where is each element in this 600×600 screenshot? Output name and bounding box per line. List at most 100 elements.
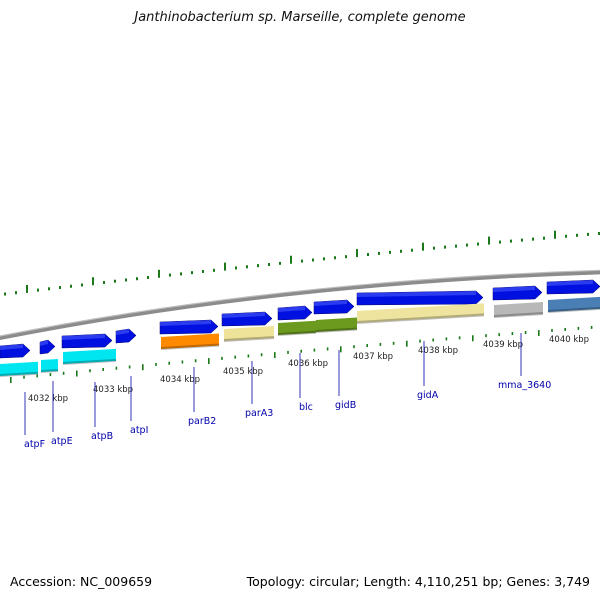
cds-block — [41, 358, 58, 372]
gc-tick — [92, 277, 94, 286]
gc-tick — [235, 266, 237, 270]
scale-minor-tick — [181, 360, 184, 364]
cds-block-shadow — [316, 327, 357, 333]
gc-tick — [576, 233, 578, 237]
scale-tick-label: 4040 kbp — [549, 335, 589, 345]
scale-minor-tick — [432, 338, 434, 342]
gc-tick — [587, 232, 589, 236]
scale-minor-tick — [247, 354, 250, 358]
scale-tick-label: 4033 kbp — [93, 385, 133, 395]
scale-tick-label: 4032 kbp — [28, 394, 68, 404]
cds-block — [224, 326, 274, 341]
map-title: Janthinobacterium sp. Marseille, complet… — [134, 10, 466, 25]
gc-tick — [48, 287, 50, 291]
scale-minor-tick — [300, 349, 302, 353]
gene-label: atpF — [24, 439, 45, 450]
gc-tick — [147, 276, 149, 280]
scale-minor-tick — [538, 329, 540, 336]
forward-strand-genes — [0, 279, 600, 359]
gc-tick — [554, 230, 556, 239]
gc-tick — [378, 251, 380, 255]
gene-label: atpB — [91, 431, 113, 442]
gc-tick — [257, 264, 259, 268]
forward-gene-shine — [40, 340, 48, 346]
gc-tick — [510, 239, 512, 243]
gc-tick — [334, 256, 336, 260]
scale-minor-tick — [485, 334, 487, 338]
scale-minor-tick — [115, 366, 118, 370]
gene-labels: atpF atpE atpB atpI parB2 parA3 blc gidB gidA mma… — [24, 333, 551, 450]
cds-block-shadow — [357, 313, 484, 324]
scale-minor-tick — [274, 352, 276, 359]
gc-tick — [268, 262, 270, 266]
scale-minor-tick — [62, 371, 65, 375]
scale-minor-tick — [234, 355, 236, 359]
cds-block-shadow — [63, 358, 116, 365]
scale-minor-tick — [511, 332, 514, 336]
forward-gene-shine — [278, 306, 305, 312]
cds-block-shadow — [278, 330, 316, 336]
gc-tick — [598, 231, 600, 235]
genome-backbone — [0, 270, 600, 341]
gc-tick — [15, 291, 17, 295]
scale-minor-tick — [221, 356, 223, 360]
scale-minor-tick — [168, 361, 170, 365]
gc-tick — [312, 258, 314, 262]
cds-block — [316, 317, 357, 332]
forward-gene-shine — [116, 329, 129, 335]
scale-minor-tick — [313, 348, 316, 352]
gc-tick — [59, 286, 61, 290]
gc-tick — [158, 269, 160, 278]
scale-minor-tick — [498, 333, 500, 337]
scale-minor-tick — [326, 347, 329, 351]
cds-block — [161, 333, 219, 349]
gc-tick — [488, 236, 490, 245]
scale-minor-tick — [260, 353, 263, 357]
gc-tick — [136, 277, 138, 281]
gc-tick — [279, 261, 281, 265]
gc-tick — [532, 237, 534, 241]
scale-minor-tick — [353, 345, 355, 349]
gc-tick — [422, 242, 424, 251]
gene-label: blc — [299, 402, 313, 413]
scale-minor-tick — [590, 325, 593, 329]
gene-label: atpI — [130, 425, 148, 436]
gc-tick — [477, 242, 479, 246]
gc-tick — [565, 234, 567, 238]
gc-tick — [455, 244, 457, 248]
gc-tick — [345, 255, 347, 259]
gc-tick — [191, 271, 193, 275]
scale-minor-tick — [194, 359, 197, 363]
scale-tick-label: 4034 kbp — [160, 375, 200, 385]
cds-block — [548, 296, 600, 312]
forward-gene-shine — [547, 280, 593, 286]
gc-tick — [4, 292, 6, 296]
gc-tick — [444, 245, 446, 249]
gc-tick — [202, 269, 204, 273]
scale-minor-tick — [577, 326, 580, 330]
gc-tick — [356, 249, 358, 258]
scale-minor-tick — [392, 341, 395, 345]
gc-tick — [103, 280, 105, 284]
scale-minor-tick — [89, 369, 91, 373]
scale-minor-tick — [76, 370, 78, 377]
gene-label: atpE — [51, 436, 73, 447]
gene-label: parB2 — [188, 416, 216, 427]
cds-block — [0, 361, 38, 376]
cds-block-shadow — [0, 371, 38, 377]
scale-minor-tick — [142, 364, 144, 371]
cds-block-shadow — [548, 306, 600, 313]
scale-minor-tick — [340, 346, 342, 353]
scale-minor-tick — [551, 328, 553, 332]
scale-tick-label: 4039 kbp — [483, 340, 523, 350]
scale-minor-tick — [458, 336, 461, 340]
cds-block-shadow — [161, 343, 219, 350]
scale-tick-label: 4038 kbp — [418, 346, 458, 356]
gc-tick — [70, 284, 72, 288]
gc-tick — [466, 243, 468, 247]
gc-tick — [521, 238, 523, 242]
cds-blocks — [0, 296, 600, 377]
gc-tick — [114, 279, 116, 283]
forward-gene-shine — [222, 312, 265, 318]
